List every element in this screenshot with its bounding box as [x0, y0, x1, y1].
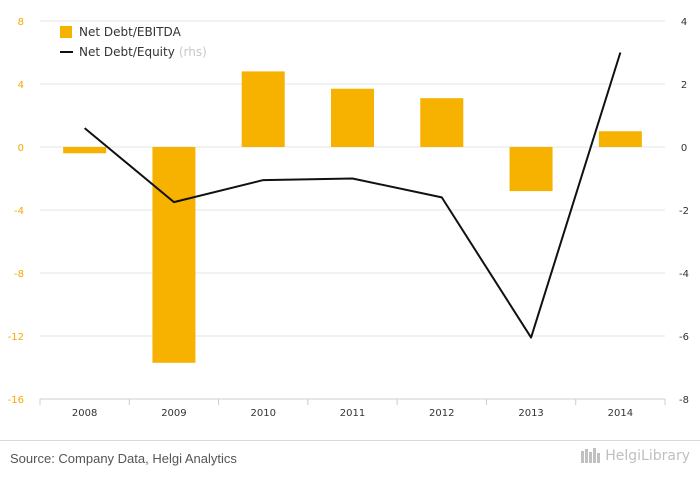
- left-tick-label: -16: [8, 395, 24, 406]
- right-tick-label: -8: [679, 395, 689, 406]
- legend-label-bar: Net Debt/EBITDA: [79, 25, 181, 39]
- x-tick-label: 2012: [429, 408, 454, 419]
- bar-2014: [598, 131, 642, 147]
- x-tick-label: 2013: [518, 408, 543, 419]
- bar-series: [63, 71, 642, 363]
- x-tick-label: 2010: [250, 408, 275, 419]
- chart: 8 4 0 -4 -8 -12 -16 4 2 0 -2 -4 -6 -8 2008 2009 2010 2011…: [8, 17, 689, 419]
- left-tick-label: 0: [18, 143, 24, 154]
- bar-2010: [241, 71, 285, 147]
- right-tick-label: -4: [679, 269, 689, 280]
- left-tick-label: -8: [14, 269, 24, 280]
- legend-item-bar: Net Debt/EBITDA: [60, 22, 207, 42]
- left-tick-label: -12: [8, 332, 24, 343]
- legend-swatch-bar: [60, 26, 72, 38]
- legend-rhs-note: (rhs): [178, 45, 207, 59]
- bar-2011: [331, 88, 374, 147]
- right-tick-label: 4: [681, 17, 687, 28]
- left-tick-label: 4: [18, 80, 24, 91]
- left-tick-label: -4: [14, 206, 24, 217]
- x-tick-label: 2011: [340, 408, 365, 419]
- x-tick-label: 2008: [72, 408, 97, 419]
- legend-label-line: Net Debt/Equity: [79, 45, 175, 59]
- legend: Net Debt/EBITDA Net Debt/Equity (rhs): [60, 22, 207, 62]
- left-tick-label: 8: [18, 17, 24, 28]
- legend-swatch-line: [60, 51, 73, 53]
- helgi-library-logo[interactable]: HelgiLibrary: [580, 447, 690, 465]
- right-tick-label: -2: [679, 206, 689, 217]
- x-tick-label: 2014: [608, 408, 633, 419]
- right-tick-label: 0: [681, 143, 687, 154]
- bar-2008: [63, 147, 107, 154]
- footer: Source: Company Data, Helgi Analytics He…: [0, 440, 700, 484]
- library-icon: [581, 448, 601, 463]
- bar-2012: [420, 98, 464, 147]
- logo-text: HelgiLibrary: [605, 448, 690, 464]
- axes: 8 4 0 -4 -8 -12 -16 4 2 0 -2 -4 -6 -8 2008 2009 2010 2011…: [8, 17, 689, 419]
- line-series: [84, 52, 622, 339]
- source-text: Source: Company Data, Helgi Analytics: [10, 451, 237, 466]
- right-tick-label: -6: [679, 332, 689, 343]
- bar-2013: [509, 147, 553, 192]
- bar-2009: [152, 147, 196, 363]
- x-tick-label: 2009: [161, 408, 186, 419]
- net-debt-equity-line: [84, 52, 622, 339]
- right-tick-label: 2: [681, 80, 687, 91]
- legend-item-line: Net Debt/Equity (rhs): [60, 42, 207, 62]
